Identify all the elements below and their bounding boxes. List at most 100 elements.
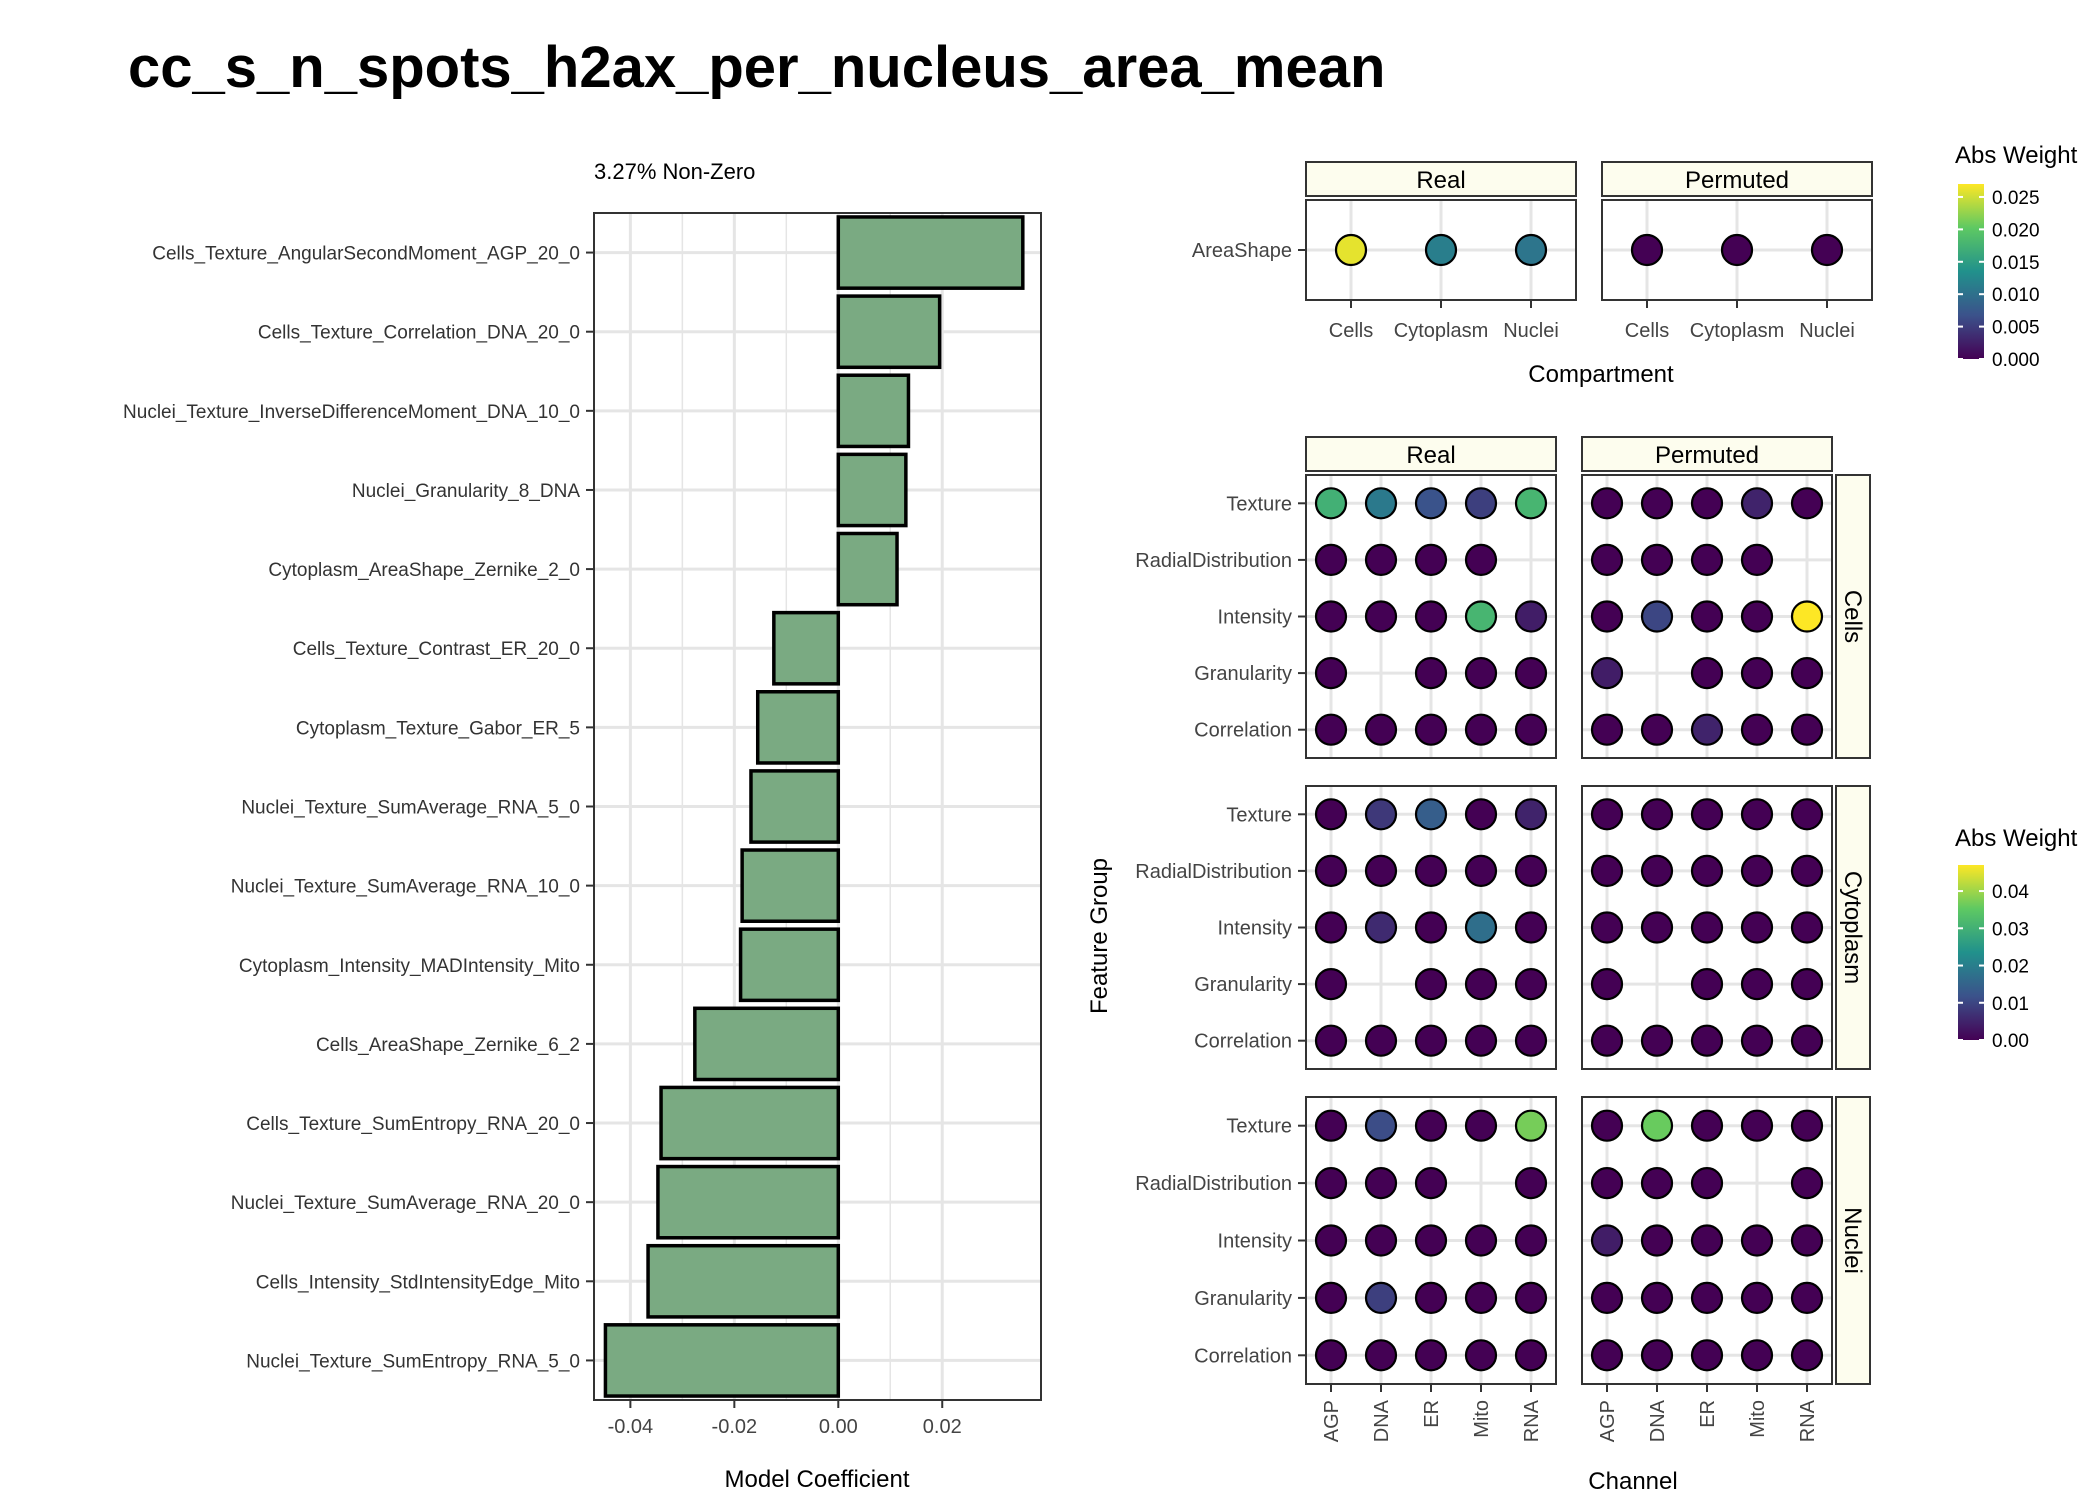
dot-panel-border <box>1305 785 1557 1070</box>
row-strip-label: Cytoplasm <box>1839 871 1866 984</box>
bar-chart-x-axis-label: Model Coefficient <box>725 1466 910 1493</box>
legend-tick-label: 0.00 <box>1992 1031 2029 1052</box>
weight-dot <box>1514 798 1548 831</box>
weight-dot <box>1590 1224 1624 1257</box>
bar-category-label: Cells_Texture_Correlation_DNA_20_0 <box>258 323 580 344</box>
legend-top-title: Abs Weight <box>1955 142 2078 169</box>
weight-dot <box>1514 487 1548 520</box>
bar <box>740 848 841 923</box>
weight-dot <box>1464 911 1498 944</box>
weight-dot <box>1414 1024 1448 1057</box>
weight-dot <box>1640 1281 1674 1315</box>
bar-category-label: Cytoplasm_Texture_Gabor_ER_5 <box>296 718 580 739</box>
weight-dot <box>1514 1109 1548 1142</box>
weight-dot <box>1364 1109 1398 1142</box>
weight-dot <box>1630 233 1664 267</box>
weight-dot <box>1790 1339 1824 1372</box>
weight-dot <box>1314 1339 1348 1372</box>
weight-dot <box>1640 1224 1674 1257</box>
weight-dot <box>1314 656 1348 690</box>
legend-tick-label: 0.04 <box>1992 882 2029 903</box>
weight-dot <box>1640 1166 1674 1200</box>
channel-x-tick-label: ER <box>1421 1400 1443 1428</box>
bar <box>836 452 908 528</box>
weight-dot <box>1690 487 1724 520</box>
weight-dot <box>1790 656 1824 690</box>
dot-panel-y-label: Correlation <box>1194 1031 1292 1053</box>
weight-dot <box>1464 543 1498 577</box>
weight-dot <box>1690 1166 1724 1200</box>
row-strip <box>1835 785 1871 1070</box>
weight-dot <box>1740 656 1774 690</box>
weight-dot <box>1790 487 1824 520</box>
compartment-x-tick-label: Cytoplasm <box>1690 320 1784 342</box>
weight-dot <box>1514 600 1548 633</box>
weight-dot <box>1464 1281 1498 1315</box>
weight-dot <box>1590 1339 1624 1372</box>
bar-category-label: Cells_Texture_AngularSecondMoment_AGP_20… <box>152 244 580 265</box>
legend-tick-label: 0.010 <box>1992 285 2040 306</box>
weight-dot <box>1464 713 1498 746</box>
bar-chart-subtitle: 3.27% Non-Zero <box>594 159 755 184</box>
compartment-x-tick-label: Cytoplasm <box>1394 320 1488 342</box>
weight-dot <box>1790 1024 1824 1057</box>
weight-dot <box>1414 1109 1448 1142</box>
weight-dot <box>1740 1024 1774 1057</box>
weight-dot <box>1590 656 1624 690</box>
weight-dot <box>1314 543 1348 577</box>
weight-dot <box>1314 854 1348 888</box>
weight-dot <box>1690 713 1724 746</box>
row-strip <box>1835 474 1871 759</box>
weight-dot <box>1514 1224 1548 1257</box>
weight-dot <box>1740 1281 1774 1315</box>
weight-dot <box>1640 1024 1674 1057</box>
dot-panel-y-label: Granularity <box>1194 663 1292 685</box>
weight-dot <box>1790 854 1824 888</box>
dot-panel-y-label: Granularity <box>1194 974 1292 996</box>
bar <box>738 927 841 1003</box>
weight-dot <box>1790 1224 1824 1257</box>
compartment-x-tick-label: Cells <box>1625 320 1669 342</box>
weight-dot <box>1514 1339 1548 1372</box>
weight-dot <box>1720 233 1754 267</box>
weight-dot <box>1464 1339 1498 1372</box>
weight-dot <box>1590 1166 1624 1200</box>
weight-dot <box>1364 600 1398 633</box>
dot-panel-border <box>1581 785 1833 1070</box>
weight-dot <box>1364 798 1398 831</box>
weight-dot <box>1364 543 1398 577</box>
weight-dot <box>1514 233 1548 267</box>
dot-panel-border <box>1305 474 1557 759</box>
weight-dot <box>1514 911 1548 944</box>
weight-dot <box>1640 911 1674 944</box>
bar <box>755 690 841 765</box>
weight-dot <box>1790 1281 1824 1315</box>
compartment-x-tick-label: Nuclei <box>1799 320 1855 342</box>
bar-category-label: Nuclei_Texture_SumAverage_RNA_10_0 <box>231 877 580 898</box>
weight-dot <box>1364 713 1398 746</box>
channel-x-tick-label: DNA <box>1371 1399 1393 1442</box>
weight-dot <box>1690 543 1724 577</box>
weight-dot <box>1514 854 1548 888</box>
panel-strip-label: Real <box>1416 167 1465 194</box>
compartment-x-tick-label: Cells <box>1329 320 1373 342</box>
weight-dot <box>1640 543 1674 577</box>
bar <box>659 1085 841 1161</box>
legend-colorbar <box>1958 184 1984 359</box>
weight-dot <box>1590 600 1624 633</box>
weight-dot <box>1790 911 1824 944</box>
weight-dot <box>1414 487 1448 520</box>
channel-x-tick-label: RNA <box>1521 1399 1543 1442</box>
legend-tick-label: 0.02 <box>1992 957 2029 978</box>
weight-dot <box>1590 911 1624 944</box>
channel-x-tick-label: Mito <box>1747 1400 1769 1438</box>
weight-dot <box>1790 713 1824 746</box>
weight-dot <box>1590 967 1624 1001</box>
weight-dot <box>1414 911 1448 944</box>
dot-panel-y-label: Intensity <box>1218 1231 1292 1253</box>
row-strip-label: Nuclei <box>1839 1207 1866 1274</box>
weight-dot <box>1514 967 1548 1001</box>
bar-chart-x-tick-label: 0.02 <box>923 1416 962 1438</box>
weight-dot <box>1364 1166 1398 1200</box>
weight-dot <box>1414 798 1448 831</box>
